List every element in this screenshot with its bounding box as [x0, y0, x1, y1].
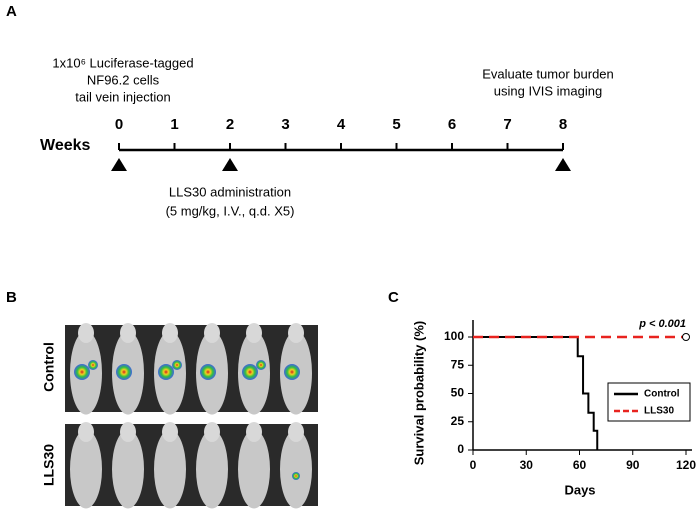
x-tick-label: 30 [520, 458, 534, 472]
x-tick-label: 90 [626, 458, 640, 472]
image-panel [65, 424, 318, 506]
y-tick-label: 50 [451, 386, 465, 400]
signal [242, 364, 258, 380]
event-text: tail vein injection [75, 89, 170, 104]
row-label: LLS30 [41, 444, 57, 486]
mouse [196, 429, 228, 509]
event-text: 1x10⁶ Luciferase-tagged [52, 55, 193, 70]
signal [292, 472, 300, 480]
mouse [154, 429, 186, 509]
mouse-head [120, 323, 136, 343]
mouse-head [246, 422, 262, 442]
event-text: NF96.2 cells [87, 72, 160, 87]
y-tick-label: 75 [451, 357, 465, 371]
signal [256, 360, 266, 370]
tick-label: 3 [281, 116, 289, 133]
mouse [70, 429, 102, 509]
mouse-head [246, 323, 262, 343]
mouse-head [120, 422, 136, 442]
x-tick-label: 0 [470, 458, 477, 472]
event-marker [111, 158, 127, 171]
mouse-head [288, 323, 304, 343]
panel-label: C [388, 289, 399, 306]
panel-label: A [6, 3, 17, 20]
mouse-head [78, 422, 94, 442]
x-tick-label: 60 [573, 458, 587, 472]
tick-label: 4 [337, 116, 346, 133]
mouse [112, 429, 144, 509]
signal [74, 364, 90, 380]
mouse-head [204, 422, 220, 442]
event-text: (5 mg/kg, I.V., q.d. X5) [166, 203, 295, 218]
axis-label: Weeks [40, 137, 91, 154]
mouse [280, 429, 312, 509]
panel-label: B [6, 289, 17, 306]
signal [200, 364, 216, 380]
y-tick-label: 0 [457, 442, 464, 456]
signal [116, 364, 132, 380]
event-text: using IVIS imaging [494, 83, 602, 98]
tick-label: 2 [226, 116, 234, 133]
event-marker [555, 158, 571, 171]
legend-box [607, 382, 691, 422]
tick-label: 0 [115, 116, 123, 133]
y-tick-label: 100 [444, 329, 464, 343]
mouse-head [162, 323, 178, 343]
signal [284, 364, 300, 380]
row-label: Control [41, 342, 57, 392]
censor-mark [682, 333, 690, 341]
mouse-head [288, 422, 304, 442]
legend-label: Control [644, 389, 680, 400]
signal [158, 364, 174, 380]
y-tick-label: 25 [451, 414, 465, 428]
tick-label: 5 [392, 116, 400, 133]
signal [88, 360, 98, 370]
mouse-head [162, 422, 178, 442]
event-text: Evaluate tumor burden [482, 66, 614, 81]
event-marker [222, 158, 238, 171]
mouse-images [65, 323, 318, 509]
x-tick-label: 120 [676, 458, 696, 472]
mouse-head [78, 323, 94, 343]
image-panel [65, 325, 318, 412]
annotation: p < 0.001 [638, 318, 686, 330]
tick-label: 1 [170, 116, 178, 133]
legend-label: LLS30 [644, 406, 674, 417]
tick-label: 8 [559, 116, 567, 133]
mouse-head [204, 323, 220, 343]
tick-label: 7 [503, 116, 511, 133]
mouse [238, 429, 270, 509]
survival-line [473, 336, 599, 450]
x-axis-label: Days [564, 482, 595, 497]
event-text: LLS30 administration [169, 184, 291, 199]
tick-label: 6 [448, 116, 456, 133]
signal [172, 360, 182, 370]
y-axis-label: Survival probability (%) [411, 321, 426, 465]
